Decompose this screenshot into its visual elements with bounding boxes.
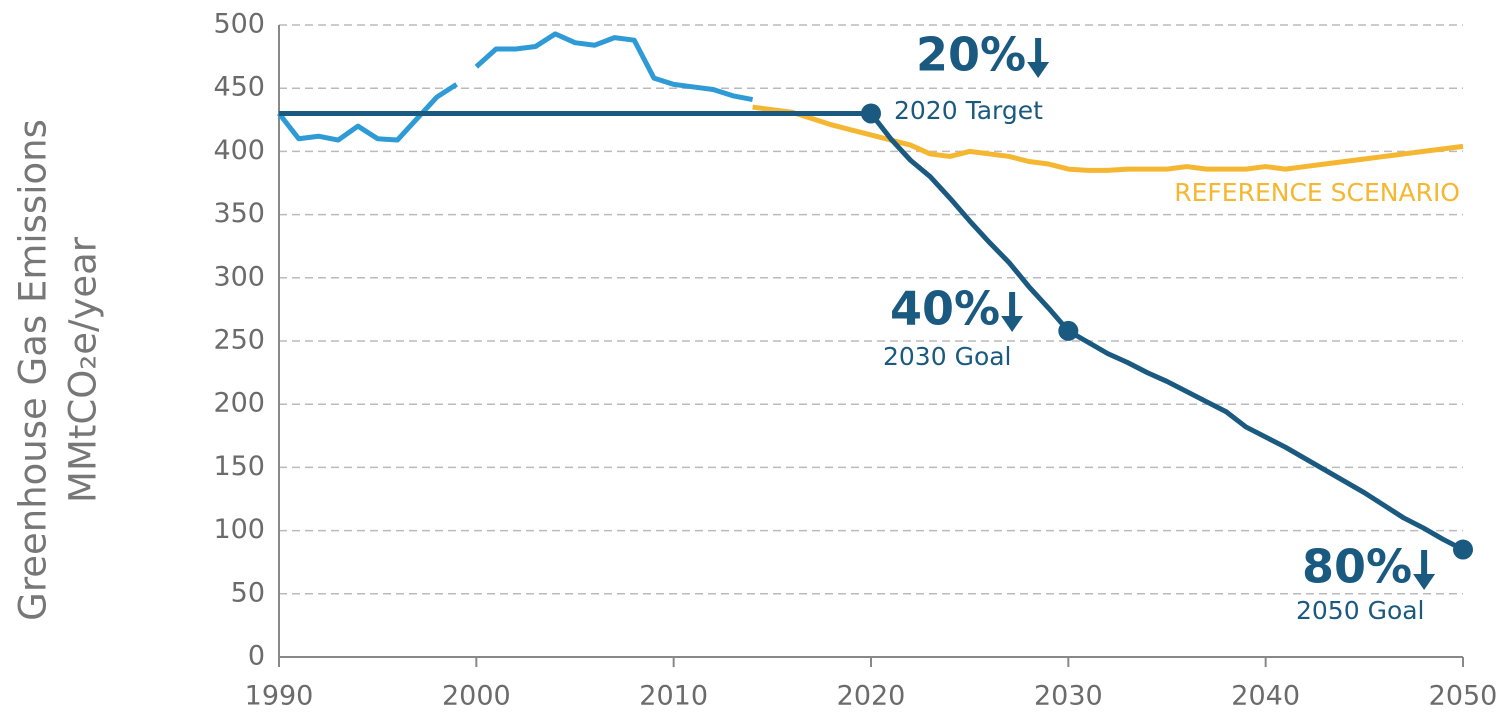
- y-tick-label: 250: [213, 325, 265, 356]
- series-line: [474, 31, 754, 103]
- y-tick-label: 500: [213, 9, 265, 40]
- y-tick-label: 450: [213, 72, 265, 103]
- y-axis-label: MMtCO₂e/year: [62, 236, 105, 503]
- y-tick-label: 300: [213, 261, 265, 292]
- down-arrow: [1413, 550, 1436, 590]
- series-line: [279, 110, 1465, 552]
- x-tick-label: 2000: [442, 681, 511, 712]
- x-tick-label: 2010: [639, 681, 708, 712]
- milestone-marker: [861, 103, 881, 124]
- milestone-label: 2030 Goal: [883, 342, 1012, 371]
- y-tick-label: 400: [213, 135, 265, 166]
- milestone-percent: 20%: [916, 28, 1026, 82]
- y-tick-label: 100: [213, 514, 265, 545]
- milestone-marker: [1453, 539, 1473, 560]
- x-tick-label: 2050: [1429, 681, 1498, 712]
- y-tick-label: 50: [231, 577, 265, 608]
- down-arrow: [1027, 38, 1050, 78]
- series-line: [752, 104, 1464, 173]
- down-arrow: [1001, 292, 1024, 332]
- milestone-label: 2020 Target: [894, 96, 1043, 125]
- y-tick-label: 0: [248, 641, 265, 672]
- y-tick-label: 150: [213, 451, 265, 482]
- milestone-label: 2050 Goal: [1296, 596, 1425, 625]
- series-line: [277, 82, 458, 143]
- y-axis-label: Greenhouse Gas Emissions: [12, 119, 55, 621]
- series-label: REFERENCE SCENARIO: [1174, 178, 1460, 207]
- x-tick-label: 2020: [837, 681, 906, 712]
- y-tick-label: 200: [213, 388, 265, 419]
- milestone-percent: 40%: [890, 282, 1000, 336]
- x-tick-label: 1990: [245, 681, 314, 712]
- y-tick-label: 350: [213, 198, 265, 229]
- milestone-percent: 80%: [1302, 540, 1412, 594]
- x-tick-label: 2040: [1231, 681, 1300, 712]
- milestone-marker: [1058, 320, 1079, 341]
- x-tick-label: 2030: [1034, 681, 1103, 712]
